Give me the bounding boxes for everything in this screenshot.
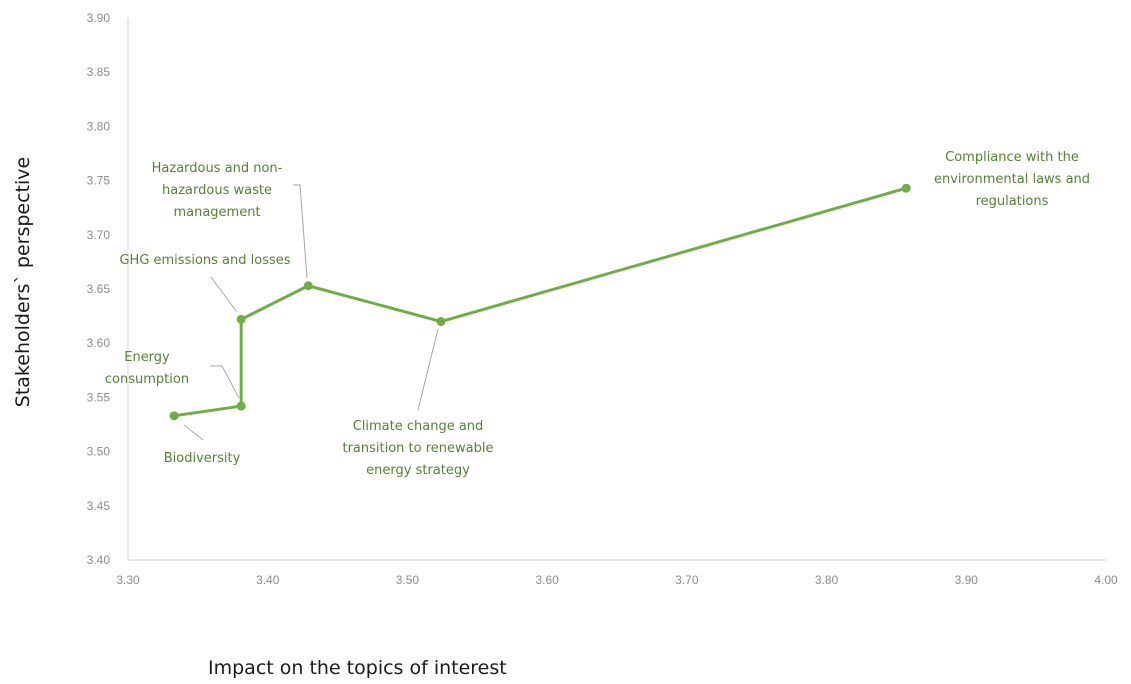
x-tick-label: 3.90: [955, 573, 979, 587]
y-tick-label: 3.65: [87, 282, 111, 296]
y-tick-label: 3.85: [87, 65, 111, 79]
series-line: [174, 188, 906, 416]
y-axis-title: Stakeholders` perspective: [12, 157, 34, 407]
axes: [128, 18, 1106, 560]
data-label: management: [173, 205, 260, 220]
data-point-marker: [436, 317, 445, 326]
data-label: energy strategy: [366, 463, 470, 478]
leader-line: [184, 425, 203, 440]
data-label: Climate change and: [353, 419, 484, 434]
y-tick-label: 3.60: [87, 336, 111, 350]
data-label: Biodiversity: [164, 451, 241, 466]
y-tick-label: 3.75: [87, 174, 111, 188]
x-tick-label: 3.60: [535, 573, 559, 587]
data-label: Energy: [124, 350, 170, 365]
data-series: [170, 184, 911, 421]
leader-line: [211, 277, 237, 312]
y-tick-label: 3.45: [87, 499, 111, 513]
leader-line: [210, 366, 239, 398]
y-tick-label: 3.50: [87, 445, 111, 459]
leader-line: [293, 185, 307, 278]
x-tick-label: 3.50: [396, 573, 420, 587]
x-axis-title: Impact on the topics of interest: [208, 657, 507, 679]
x-axis-ticks: 3.30 3.40 3.50 3.60 3.70 3.80 3.90 4.00: [116, 573, 1118, 587]
y-tick-label: 3.55: [87, 390, 111, 404]
y-tick-label: 3.90: [87, 11, 111, 25]
y-tick-label: 3.80: [87, 119, 111, 133]
x-tick-label: 3.70: [675, 573, 699, 587]
data-point-marker: [237, 402, 246, 411]
leader-lines: [184, 185, 438, 440]
x-tick-label: 3.80: [815, 573, 839, 587]
data-label: transition to renewable: [342, 441, 493, 456]
x-tick-label: 3.30: [116, 573, 140, 587]
data-label: hazardous waste: [162, 183, 272, 198]
y-axis-ticks: 3.40 3.45 3.50 3.55 3.60 3.65 3.70 3.75 3.80 3.85…: [87, 11, 111, 567]
data-label: GHG emissions and losses: [119, 253, 290, 268]
data-label: Compliance with the: [945, 150, 1079, 165]
data-point-marker: [902, 184, 911, 193]
data-point-marker: [237, 315, 246, 324]
x-tick-label: 4.00: [1094, 573, 1118, 587]
data-point-marker: [170, 411, 179, 420]
data-label: consumption: [105, 372, 189, 387]
data-label: environmental laws and: [934, 172, 1090, 187]
x-tick-label: 3.40: [256, 573, 280, 587]
data-point-marker: [304, 281, 313, 290]
leader-line: [418, 329, 438, 410]
data-label: regulations: [976, 194, 1049, 209]
data-label: Hazardous and non-: [152, 161, 283, 176]
y-tick-label: 3.70: [87, 228, 111, 242]
y-tick-label: 3.40: [87, 553, 111, 567]
